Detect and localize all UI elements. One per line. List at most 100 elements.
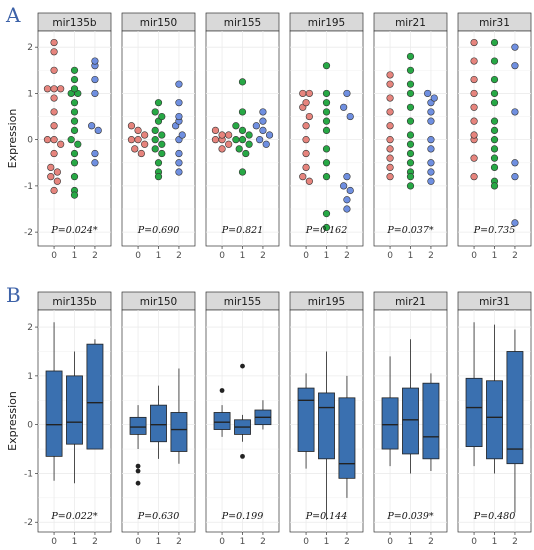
facet-mir135b: mir135b P=0.022* 0 1 2 bbox=[37, 291, 112, 547]
data-point-group-0 bbox=[470, 173, 478, 181]
p-value-label: P=0.821 bbox=[221, 225, 264, 236]
data-point-group-2 bbox=[259, 126, 267, 135]
data-point-group-0 bbox=[141, 131, 149, 139]
data-point-group-1 bbox=[232, 122, 240, 130]
x-tick-label: 0 bbox=[303, 251, 309, 261]
x-tick-label: 1 bbox=[492, 251, 498, 261]
data-point-group-0 bbox=[211, 136, 220, 144]
p-value-label: P=0.480 bbox=[473, 511, 516, 522]
facet-title: mir195 bbox=[308, 17, 346, 29]
data-point-group-0 bbox=[299, 173, 307, 181]
data-point-group-2 bbox=[427, 108, 435, 116]
y-tick-label: 1 bbox=[27, 372, 33, 382]
data-point-group-0 bbox=[50, 149, 58, 158]
data-point-group-0 bbox=[218, 131, 226, 139]
x-tick-label: 0 bbox=[51, 537, 57, 547]
data-point-group-0 bbox=[470, 131, 478, 139]
data-point-group-1 bbox=[322, 210, 331, 218]
data-point-group-1 bbox=[158, 131, 166, 139]
data-point-group-0 bbox=[50, 38, 58, 47]
box-group-2 bbox=[422, 382, 440, 460]
box-group-0 bbox=[213, 412, 231, 430]
data-point-group-2 bbox=[88, 122, 96, 130]
data-point-group-1 bbox=[70, 159, 79, 167]
data-point-group-1 bbox=[490, 163, 499, 171]
data-point-group-0 bbox=[137, 149, 145, 158]
data-point-group-1 bbox=[406, 159, 415, 167]
data-point-group-0 bbox=[50, 186, 58, 195]
data-point-group-1 bbox=[490, 89, 499, 98]
data-point-group-0 bbox=[299, 89, 307, 98]
data-point-group-1 bbox=[242, 149, 250, 158]
data-point-group-1 bbox=[490, 75, 499, 84]
facet-title: mir195 bbox=[308, 296, 346, 308]
facet-title: mir21 bbox=[395, 296, 426, 308]
data-point-group-0 bbox=[386, 173, 394, 181]
data-point-group-1 bbox=[238, 108, 247, 116]
x-tick-label: 0 bbox=[219, 537, 225, 547]
x-tick-label: 0 bbox=[135, 251, 141, 261]
y-tick-label: 0 bbox=[27, 421, 33, 431]
data-point-group-1 bbox=[406, 117, 415, 125]
data-point-group-2 bbox=[262, 140, 270, 148]
facet-mir21: mir21 P=0.037* 0 1 2 bbox=[373, 12, 448, 261]
data-point-group-1 bbox=[322, 89, 331, 98]
x-tick-label: 0 bbox=[303, 537, 309, 547]
p-value-label: P=0.630 bbox=[137, 511, 180, 522]
data-point-group-0 bbox=[57, 140, 65, 148]
data-point-group-1 bbox=[70, 117, 79, 125]
data-point-group-0 bbox=[47, 163, 55, 171]
data-point-group-1 bbox=[70, 191, 79, 199]
data-point-group-0 bbox=[470, 154, 478, 162]
x-tick-label: 0 bbox=[51, 251, 57, 261]
data-point-group-0 bbox=[225, 131, 233, 139]
data-point-group-0 bbox=[211, 126, 220, 135]
data-point-group-1 bbox=[406, 140, 415, 148]
data-point-group-0 bbox=[470, 57, 478, 65]
x-tick-label: 1 bbox=[72, 251, 78, 261]
data-point-group-1 bbox=[406, 103, 415, 111]
data-point-group-1 bbox=[245, 131, 253, 139]
data-point-group-1 bbox=[245, 140, 253, 148]
data-point-group-1 bbox=[70, 126, 79, 135]
p-value-label: P=0.022* bbox=[50, 511, 98, 522]
data-point-group-2 bbox=[343, 173, 351, 181]
data-point-group-1 bbox=[490, 99, 499, 107]
x-tick-label: 2 bbox=[176, 251, 182, 261]
data-point-group-1 bbox=[406, 182, 415, 190]
data-point-group-0 bbox=[302, 163, 310, 171]
data-point-group-1 bbox=[151, 108, 159, 116]
data-point-group-2 bbox=[511, 173, 519, 181]
data-point-group-0 bbox=[386, 71, 394, 79]
data-point-group-1 bbox=[158, 149, 166, 158]
p-value-label: P=0.024* bbox=[50, 225, 98, 236]
data-point-group-1 bbox=[490, 145, 499, 153]
data-point-group-2 bbox=[175, 159, 183, 167]
outlier-point bbox=[135, 463, 141, 469]
data-point-group-1 bbox=[322, 99, 331, 107]
data-point-group-2 bbox=[427, 168, 435, 176]
data-point-group-1 bbox=[70, 99, 79, 107]
data-point-group-1 bbox=[406, 80, 415, 88]
x-tick-label: 0 bbox=[219, 251, 225, 261]
data-point-group-0 bbox=[305, 177, 313, 185]
data-point-group-2 bbox=[427, 117, 435, 125]
facet-title: mir150 bbox=[140, 296, 178, 308]
data-point-group-0 bbox=[470, 103, 478, 111]
data-point-group-0 bbox=[386, 136, 394, 144]
data-point-group-1 bbox=[154, 159, 163, 167]
data-point-group-1 bbox=[154, 99, 163, 107]
data-point-group-2 bbox=[511, 62, 519, 70]
x-tick-label: 1 bbox=[324, 251, 330, 261]
data-point-group-0 bbox=[470, 75, 478, 84]
data-point-group-2 bbox=[430, 94, 438, 102]
x-tick-label: 1 bbox=[240, 537, 246, 547]
x-tick-label: 0 bbox=[471, 537, 477, 547]
box-group-1 bbox=[402, 387, 419, 455]
data-point-group-1 bbox=[322, 62, 331, 70]
x-tick-label: 1 bbox=[72, 537, 78, 547]
data-point-group-1 bbox=[158, 140, 166, 148]
data-point-group-2 bbox=[259, 117, 267, 125]
